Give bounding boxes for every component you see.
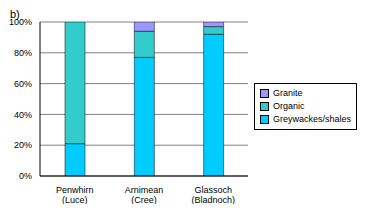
html-text:Greywackes/shales: Greywackes/shales: [273, 113, 351, 124]
svg-text:Arnimean(Cree): Arnimean(Cree): [125, 185, 164, 204]
svg-text:Glassoch(Bladnoch): Glassoch(Bladnoch): [192, 185, 236, 204]
html-text:Granite: Granite: [273, 87, 303, 98]
svg-text:20%: 20%: [14, 140, 32, 150]
html-text:Organic: Organic: [273, 100, 305, 111]
svg-text:100%: 100%: [9, 17, 32, 27]
html-text:b): b): [10, 8, 20, 20]
svg-text:40%: 40%: [14, 110, 32, 120]
svg-text:80%: 80%: [14, 48, 32, 58]
svg-text:Penwhirn(Luce): Penwhirn(Luce): [56, 185, 94, 204]
svg-text:60%: 60%: [14, 79, 32, 89]
svg-text:0%: 0%: [19, 171, 32, 181]
